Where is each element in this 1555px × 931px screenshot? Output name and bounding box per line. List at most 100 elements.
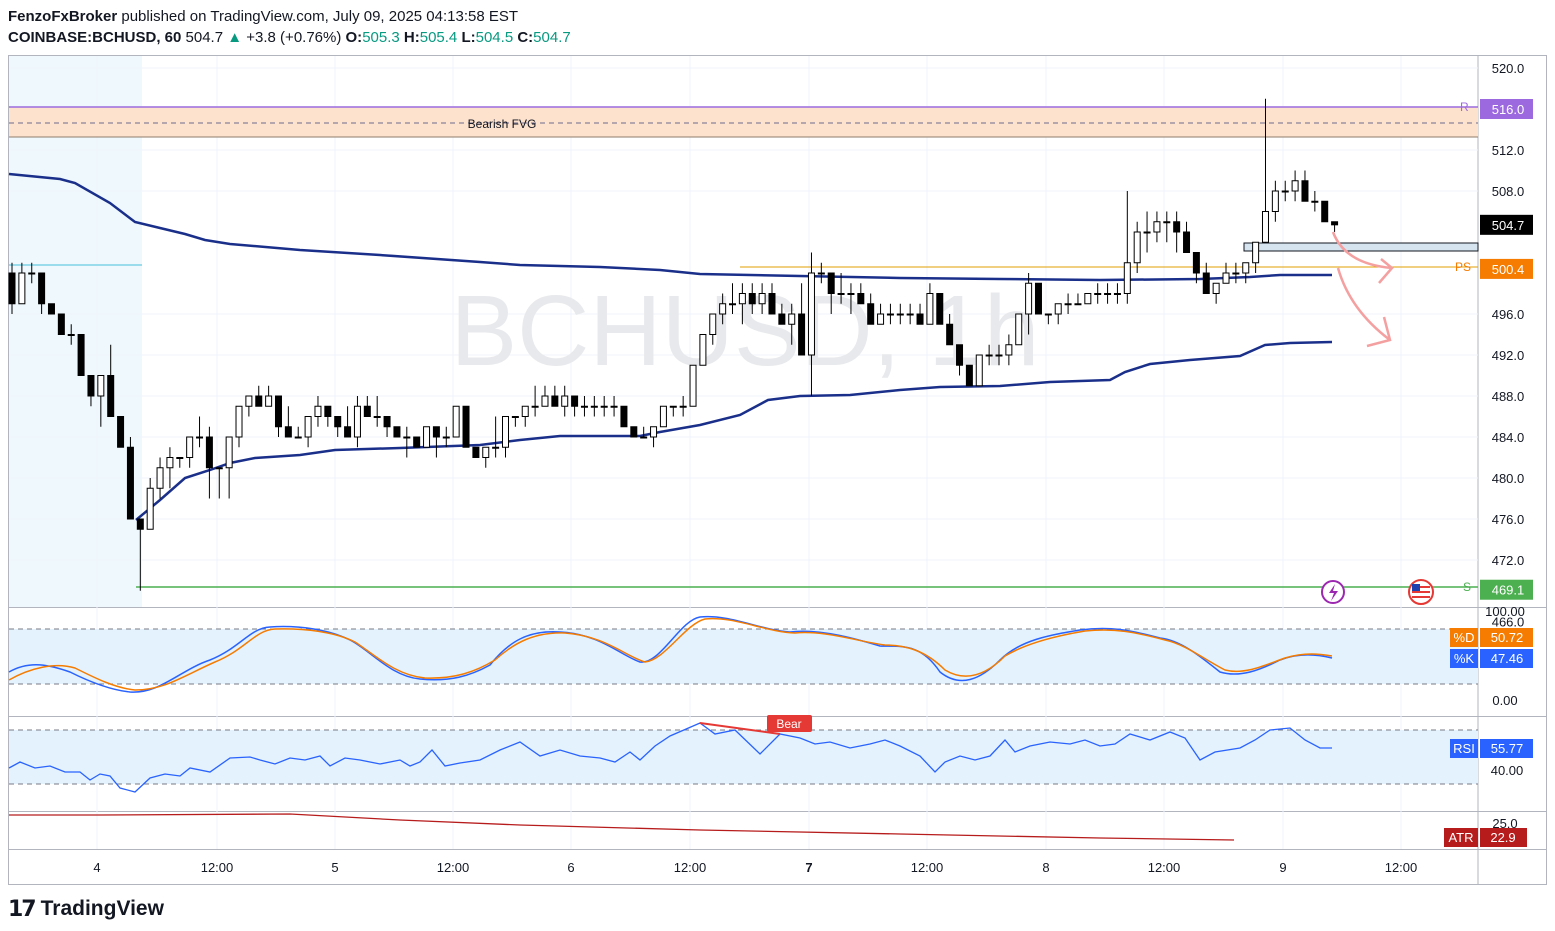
candle-body[interactable] bbox=[837, 293, 845, 295]
candle-body[interactable] bbox=[1321, 200, 1329, 223]
candle-body[interactable] bbox=[669, 405, 677, 408]
candle-body[interactable] bbox=[551, 395, 559, 407]
candle-body[interactable] bbox=[1025, 282, 1033, 315]
candle-body[interactable] bbox=[324, 405, 332, 417]
bearish-fvg-zone[interactable] bbox=[9, 107, 1478, 137]
candle-body[interactable] bbox=[916, 313, 924, 325]
candle-body[interactable] bbox=[729, 303, 737, 306]
candle-body[interactable] bbox=[363, 405, 371, 417]
candle-body[interactable] bbox=[788, 313, 796, 325]
candle-body[interactable] bbox=[1301, 180, 1309, 202]
candle-body[interactable] bbox=[1104, 293, 1112, 295]
candle-body[interactable] bbox=[699, 334, 707, 366]
candle-body[interactable] bbox=[640, 436, 648, 439]
candle-body[interactable] bbox=[1311, 200, 1319, 203]
candle-body[interactable] bbox=[383, 416, 391, 428]
candle-body[interactable] bbox=[1331, 221, 1339, 226]
tradingview-brand[interactable]: 𝟭𝟳 TradingView bbox=[8, 896, 164, 922]
price-axis[interactable]: 520.0 516.0 512.0 508.0 504.7 500.4 496.0 492.0… bbox=[1480, 61, 1533, 630]
candle-body[interactable] bbox=[738, 293, 746, 305]
projection-arrow-2[interactable] bbox=[1336, 267, 1391, 341]
candle-body[interactable] bbox=[886, 313, 894, 316]
candle-body[interactable] bbox=[985, 354, 993, 357]
candle-body[interactable] bbox=[610, 405, 618, 408]
candle-body[interactable] bbox=[117, 416, 125, 448]
candle-body[interactable] bbox=[482, 446, 490, 458]
candle-body[interactable] bbox=[265, 395, 273, 407]
projection-arrow-1[interactable] bbox=[1331, 231, 1393, 270]
candle-body[interactable] bbox=[1252, 241, 1260, 264]
candle-body[interactable] bbox=[1173, 221, 1181, 233]
candle-body[interactable] bbox=[1192, 252, 1200, 274]
candle-body[interactable] bbox=[1261, 211, 1269, 243]
candle-body[interactable] bbox=[561, 395, 569, 407]
candle-body[interactable] bbox=[571, 395, 579, 407]
candle-body[interactable] bbox=[630, 426, 638, 438]
candle-body[interactable] bbox=[817, 272, 825, 275]
candle-body[interactable] bbox=[679, 405, 687, 408]
candle-body[interactable] bbox=[1133, 231, 1141, 264]
candle-body[interactable] bbox=[1015, 313, 1023, 346]
lightning-event-icon[interactable] bbox=[1321, 580, 1345, 604]
candle-body[interactable] bbox=[867, 303, 875, 325]
candle-body[interactable] bbox=[1084, 293, 1092, 305]
candle-body[interactable] bbox=[196, 436, 204, 439]
candle-body[interactable] bbox=[827, 272, 835, 294]
candle-body[interactable] bbox=[531, 405, 539, 408]
candle-body[interactable] bbox=[936, 293, 944, 325]
candle-body[interactable] bbox=[1271, 190, 1279, 212]
candle-body[interactable] bbox=[1044, 313, 1052, 316]
candle-body[interactable] bbox=[57, 313, 65, 335]
candle-body[interactable] bbox=[235, 405, 243, 438]
candle-body[interactable] bbox=[1291, 180, 1299, 192]
time-axis[interactable]: 4 12:00 5 12:00 6 12:00 7 12:00 8 12:00 9 12:00 bbox=[93, 860, 1417, 875]
candle-body[interactable] bbox=[1074, 303, 1082, 306]
candle-body[interactable] bbox=[1064, 303, 1072, 306]
candle-body[interactable] bbox=[413, 436, 421, 448]
candle-body[interactable] bbox=[176, 457, 184, 459]
candle-body[interactable] bbox=[778, 313, 786, 325]
candle-body[interactable] bbox=[146, 487, 154, 530]
us-flag-event-icon[interactable] bbox=[1408, 579, 1434, 605]
candle-body[interactable] bbox=[758, 293, 766, 305]
candle-body[interactable] bbox=[1054, 303, 1062, 315]
candle-body[interactable] bbox=[393, 426, 401, 438]
candle-body[interactable] bbox=[906, 313, 914, 316]
candle-body[interactable] bbox=[274, 395, 282, 428]
candle-body[interactable] bbox=[87, 375, 95, 397]
candle-body[interactable] bbox=[580, 405, 588, 408]
candle-body[interactable] bbox=[709, 313, 717, 335]
candle-body[interactable] bbox=[600, 405, 608, 408]
candle-body[interactable] bbox=[857, 293, 865, 305]
candle-body[interactable] bbox=[1034, 282, 1042, 315]
candle-body[interactable] bbox=[995, 354, 1003, 357]
candle-body[interactable] bbox=[1153, 221, 1161, 233]
candle-body[interactable] bbox=[956, 344, 964, 366]
candle-body[interactable] bbox=[442, 436, 450, 439]
candle-body[interactable] bbox=[77, 334, 85, 376]
candle-body[interactable] bbox=[284, 426, 292, 438]
candle-body[interactable] bbox=[215, 467, 223, 470]
demand-zone-box[interactable] bbox=[1243, 242, 1479, 252]
candle-body[interactable] bbox=[225, 436, 233, 469]
candle-body[interactable] bbox=[1005, 344, 1013, 356]
candle-body[interactable] bbox=[245, 395, 253, 407]
candle-body[interactable] bbox=[1183, 231, 1191, 253]
candle-body[interactable] bbox=[521, 405, 529, 417]
candle-body[interactable] bbox=[156, 467, 164, 489]
candle-body[interactable] bbox=[97, 375, 105, 397]
candle-body[interactable] bbox=[877, 313, 885, 325]
candle-body[interactable] bbox=[8, 272, 16, 305]
symbol-name[interactable]: COINBASE:BCHUSD, 60 bbox=[8, 29, 182, 46]
candle-body[interactable] bbox=[403, 436, 411, 439]
candle-body[interactable] bbox=[748, 293, 756, 305]
candle-body[interactable] bbox=[373, 416, 381, 418]
candle-body[interactable] bbox=[205, 436, 213, 469]
candle-body[interactable] bbox=[926, 293, 934, 325]
candle-body[interactable] bbox=[946, 323, 954, 346]
candle-body[interactable] bbox=[304, 416, 312, 438]
candle-body[interactable] bbox=[314, 405, 322, 417]
candle-body[interactable] bbox=[1143, 231, 1151, 234]
candle-body[interactable] bbox=[1242, 262, 1250, 274]
candles[interactable] bbox=[8, 98, 1339, 591]
